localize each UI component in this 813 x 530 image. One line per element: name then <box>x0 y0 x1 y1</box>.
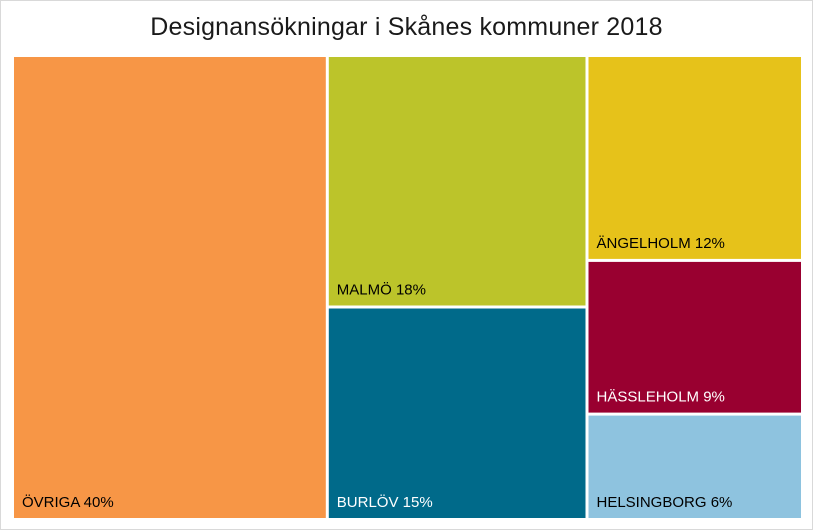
tile-label-ovriga: ÖVRIGA 40% <box>22 493 114 511</box>
tile-rect-malmo <box>328 57 586 306</box>
tile-ovriga: ÖVRIGA 40% <box>14 57 326 518</box>
tile-label-burlov: BURLÖV 15% <box>337 493 433 511</box>
tile-rect-helsingborg <box>588 415 801 518</box>
tile-rect-ovriga <box>14 57 326 518</box>
tile-rect-angelholm <box>588 57 801 259</box>
tile-angelholm: ÄNGELHOLM 12% <box>588 57 801 259</box>
tile-burlov: BURLÖV 15% <box>328 308 586 518</box>
chart-title: Designansökningar i Skånes kommuner 2018 <box>150 13 663 41</box>
tile-label-angelholm: ÄNGELHOLM 12% <box>597 235 725 252</box>
tile-label-hassleholm: HÄSSLEHOLM 9% <box>597 389 725 406</box>
tile-rect-hassleholm <box>588 261 801 413</box>
tile-rect-burlov <box>328 308 586 518</box>
tile-label-malmo: MALMÖ 18% <box>337 281 426 299</box>
tile-hassleholm: HÄSSLEHOLM 9% <box>588 261 801 413</box>
tile-label-helsingborg: HELSINGBORG 6% <box>597 494 733 511</box>
tile-malmo: MALMÖ 18% <box>328 57 586 306</box>
tile-helsingborg: HELSINGBORG 6% <box>588 415 801 518</box>
